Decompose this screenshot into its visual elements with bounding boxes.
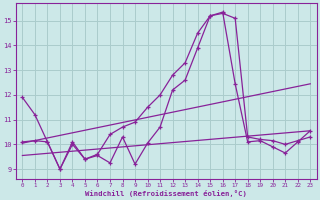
X-axis label: Windchill (Refroidissement éolien,°C): Windchill (Refroidissement éolien,°C) — [85, 190, 247, 197]
